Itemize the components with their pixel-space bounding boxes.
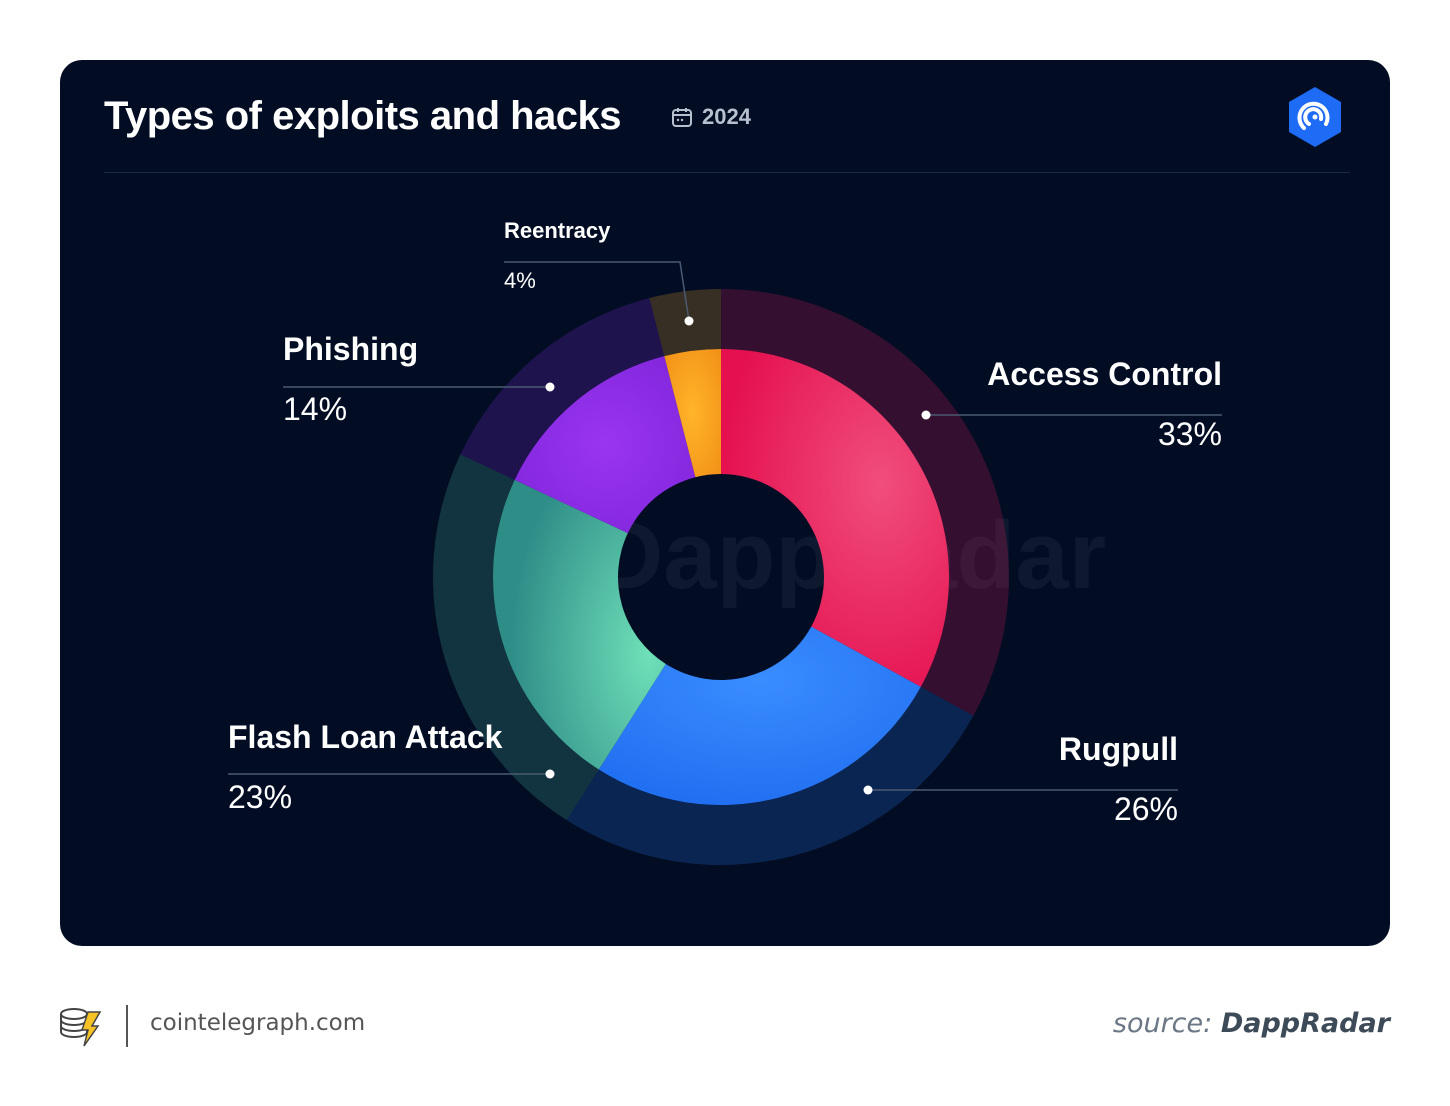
slice-name-rugpull: Rugpull: [1059, 731, 1178, 767]
slice-label-reentracy: Reentracy 4%: [504, 218, 694, 326]
outer-slice-flash-loan-attack: [433, 454, 599, 821]
slice-value-flash-loan-attack: 23%: [228, 779, 292, 815]
slice-phishing: [514, 356, 696, 534]
slice-name-phishing: Phishing: [283, 331, 418, 367]
header-divider: [104, 172, 1350, 173]
leader-dot-reentracy: [684, 316, 694, 326]
leader-dot-flash-loan-attack: [545, 769, 555, 779]
source-name: DappRadar: [1220, 1008, 1390, 1039]
year-badge: 2024: [670, 104, 751, 130]
cointelegraph-logo-icon: [60, 1008, 102, 1047]
slice-value-access-control: 33%: [1158, 416, 1222, 452]
slice-label-phishing: Phishing 14%: [283, 331, 555, 427]
footer-source: source: DappRadar: [1113, 1008, 1390, 1039]
leader-line-reentracy: [504, 261, 690, 322]
slice-reentracy: [664, 349, 721, 478]
slice-access-control: [721, 349, 949, 687]
leader-dot-rugpull: [863, 785, 873, 795]
slice-label-flash-loan-attack: Flash Loan Attack 23%: [228, 719, 555, 815]
leader-dot-access-control: [921, 410, 931, 420]
slice-name-reentracy: Reentracy: [504, 218, 611, 243]
slice-flash-loan-attack: [493, 479, 666, 770]
chart-card: Types of exploits and hacks 2024 DappRad…: [60, 60, 1390, 946]
slice-value-reentracy: 4%: [504, 268, 536, 293]
leader-dot-phishing: [545, 382, 555, 392]
footer-site-link[interactable]: cointelegraph.com: [150, 1010, 366, 1036]
calendar-icon: [672, 108, 692, 127]
donut-chart: DappRadar Access Control33%Rugpull26%Fla…: [228, 218, 1222, 865]
footer-divider: [126, 1005, 128, 1047]
slice-rugpull: [598, 626, 921, 805]
source-prefix: source:: [1112, 1008, 1213, 1039]
chart-title: Types of exploits and hacks: [104, 94, 622, 138]
slice-name-flash-loan-attack: Flash Loan Attack: [228, 719, 503, 755]
outer-slice-access-control: [721, 289, 1009, 716]
chart-year: 2024: [702, 104, 751, 129]
slice-name-access-control: Access Control: [987, 356, 1222, 392]
slice-label-access-control: Access Control 33%: [921, 356, 1222, 452]
dappradar-logo-icon: [1289, 87, 1341, 147]
slice-value-rugpull: 26%: [1114, 791, 1178, 827]
outer-slice-phishing: [460, 298, 665, 480]
slice-label-rugpull: Rugpull 26%: [863, 731, 1178, 827]
slice-value-phishing: 14%: [283, 391, 347, 427]
outer-slice-rugpull: [566, 686, 974, 865]
